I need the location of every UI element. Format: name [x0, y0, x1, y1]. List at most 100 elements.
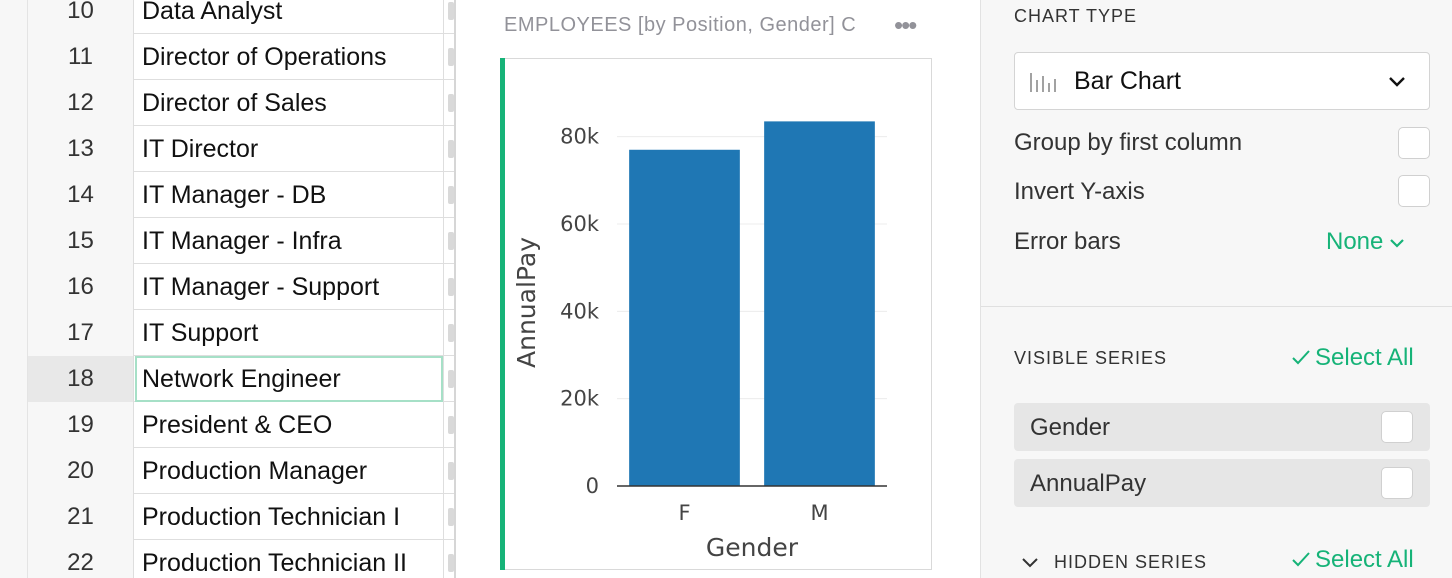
- position-cell[interactable]: Production Manager: [142, 457, 368, 485]
- table-row: 13 IT Director: [28, 126, 456, 172]
- x-axis-title: Gender: [706, 533, 799, 562]
- row-number[interactable]: 11: [28, 34, 134, 80]
- position-cell[interactable]: IT Manager - Infra: [142, 227, 342, 255]
- select-all-label: Select All: [1315, 344, 1414, 371]
- chart-title[interactable]: EMPLOYEES [by Position, Gender] C: [504, 14, 857, 36]
- panel-divider: [981, 306, 1452, 307]
- position-cell[interactable]: Data Analyst: [142, 0, 283, 25]
- next-column-cell[interactable]: [443, 34, 456, 80]
- group-by-first-column-label: Group by first column: [1014, 129, 1243, 156]
- x-tick-label: F: [678, 501, 690, 525]
- row-number[interactable]: 16: [28, 264, 134, 310]
- error-bars-label: Error bars: [1014, 228, 1121, 255]
- hidden-series-toggle[interactable]: HIDDEN SERIES: [1021, 552, 1221, 578]
- next-column-cell[interactable]: [443, 540, 456, 578]
- y-tick-label: 40k: [560, 299, 600, 323]
- y-tick-label: 60k: [560, 212, 600, 236]
- select-all-visible-button[interactable]: Select All: [1291, 344, 1414, 372]
- invert-y-axis-label: Invert Y-axis: [1014, 178, 1145, 205]
- position-cell[interactable]: IT Manager - Support: [142, 273, 380, 301]
- chart-section: EMPLOYEES [by Position, Gender] C ••• 0 2…: [456, 0, 980, 578]
- chart-box: 0 20k 40k 60k 80k F M Gender AnnualPay: [500, 58, 932, 570]
- position-cell[interactable]: Director of Sales: [142, 89, 327, 117]
- check-icon: [1292, 350, 1310, 365]
- table-row: 21 Production Technician I: [28, 494, 456, 540]
- next-column-cell[interactable]: [443, 126, 456, 172]
- next-column-cell[interactable]: [443, 494, 456, 540]
- visible-series-heading: VISIBLE SERIES: [1014, 348, 1168, 368]
- y-tick-label: 80k: [560, 125, 600, 149]
- table-row: 19 President & CEO: [28, 402, 456, 448]
- row-number[interactable]: 14: [28, 172, 134, 218]
- next-column-cell[interactable]: [443, 80, 456, 126]
- bar-M: [764, 121, 875, 486]
- next-column-cell[interactable]: [443, 172, 456, 218]
- row-number[interactable]: 15: [28, 218, 134, 264]
- error-bars-select[interactable]: None: [1326, 228, 1405, 256]
- row-number[interactable]: 20: [28, 448, 134, 494]
- y-tick-label: 0: [586, 474, 599, 498]
- row-number[interactable]: 17: [28, 310, 134, 356]
- bar-chart: 0 20k 40k 60k 80k F M Gender AnnualPay: [512, 121, 887, 562]
- position-cell[interactable]: Production Technician I: [142, 503, 401, 531]
- bar-chart-icon: [1030, 73, 1056, 92]
- next-column-cell[interactable]: [443, 402, 456, 448]
- position-cell[interactable]: Director of Operations: [142, 43, 387, 71]
- more-horizontal-icon[interactable]: •••: [894, 10, 917, 40]
- table-row: 11 Director of Operations: [28, 34, 456, 80]
- position-cell[interactable]: Production Technician II: [142, 549, 407, 577]
- row-number[interactable]: 19: [28, 402, 134, 448]
- data-grid: 10 Data Analyst 11 Director of Operations 12…: [0, 0, 456, 578]
- error-bars-value: None: [1326, 228, 1384, 255]
- table-row: 10 Data Analyst: [28, 0, 456, 34]
- grid-left-gutter: [0, 0, 28, 578]
- table-row: 16 IT Manager - Support: [28, 264, 456, 310]
- chart-type-select[interactable]: Bar Chart: [1014, 52, 1430, 110]
- table-row: 17 IT Support: [28, 310, 456, 356]
- row-number[interactable]: 18: [28, 356, 134, 402]
- hidden-series-heading: HIDDEN SERIES: [1054, 552, 1208, 572]
- grid-rows: 10 Data Analyst 11 Director of Operations 12…: [28, 0, 456, 578]
- next-column-cell[interactable]: [443, 310, 456, 356]
- series-label: Gender: [1030, 414, 1111, 441]
- next-column-cell[interactable]: [443, 0, 456, 34]
- group-by-first-column-checkbox[interactable]: [1398, 127, 1430, 159]
- next-column-cell[interactable]: [443, 218, 456, 264]
- row-number[interactable]: 22: [28, 540, 134, 578]
- row-number[interactable]: 10: [28, 0, 134, 34]
- series-row-annualpay[interactable]: AnnualPay: [1014, 459, 1430, 507]
- next-column-cell[interactable]: [443, 448, 456, 494]
- table-row: 14 IT Manager - DB: [28, 172, 456, 218]
- chevron-down-icon: [1022, 558, 1038, 568]
- chart-active-accent-bar: [500, 58, 505, 570]
- x-tick-label: M: [810, 501, 828, 525]
- chart-type-value: Bar Chart: [1074, 67, 1181, 95]
- table-row: 12 Director of Sales: [28, 80, 456, 126]
- series-checkbox[interactable]: [1381, 411, 1413, 443]
- table-row: 18 Network Engineer: [28, 356, 456, 402]
- next-column-cell[interactable]: [443, 264, 456, 310]
- position-cell[interactable]: Network Engineer: [135, 356, 443, 402]
- chart-options-panel: CHART TYPE Bar Chart Group by first colu…: [980, 0, 1452, 578]
- y-axis-title: AnnualPay: [512, 237, 541, 368]
- table-row: 22 Production Technician II: [28, 540, 456, 578]
- table-row: 20 Production Manager: [28, 448, 456, 494]
- y-tick-label: 20k: [560, 387, 600, 411]
- row-number[interactable]: 12: [28, 80, 134, 126]
- position-cell[interactable]: IT Support: [142, 319, 259, 347]
- position-cell[interactable]: IT Manager - DB: [142, 181, 327, 209]
- table-row: 15 IT Manager - Infra: [28, 218, 456, 264]
- chart-type-heading: CHART TYPE: [1014, 6, 1138, 26]
- next-column-cell[interactable]: [443, 356, 456, 402]
- invert-y-axis-checkbox[interactable]: [1398, 175, 1430, 207]
- series-row-gender[interactable]: Gender: [1014, 403, 1430, 451]
- grid-panel-divider[interactable]: [454, 0, 456, 578]
- check-icon: [1292, 552, 1310, 567]
- position-cell[interactable]: President & CEO: [142, 411, 333, 439]
- row-number[interactable]: 21: [28, 494, 134, 540]
- row-number[interactable]: 13: [28, 126, 134, 172]
- series-label: AnnualPay: [1030, 470, 1147, 497]
- series-checkbox[interactable]: [1381, 467, 1413, 499]
- position-cell[interactable]: IT Director: [142, 135, 259, 163]
- select-all-hidden-button[interactable]: Select All: [1291, 546, 1414, 574]
